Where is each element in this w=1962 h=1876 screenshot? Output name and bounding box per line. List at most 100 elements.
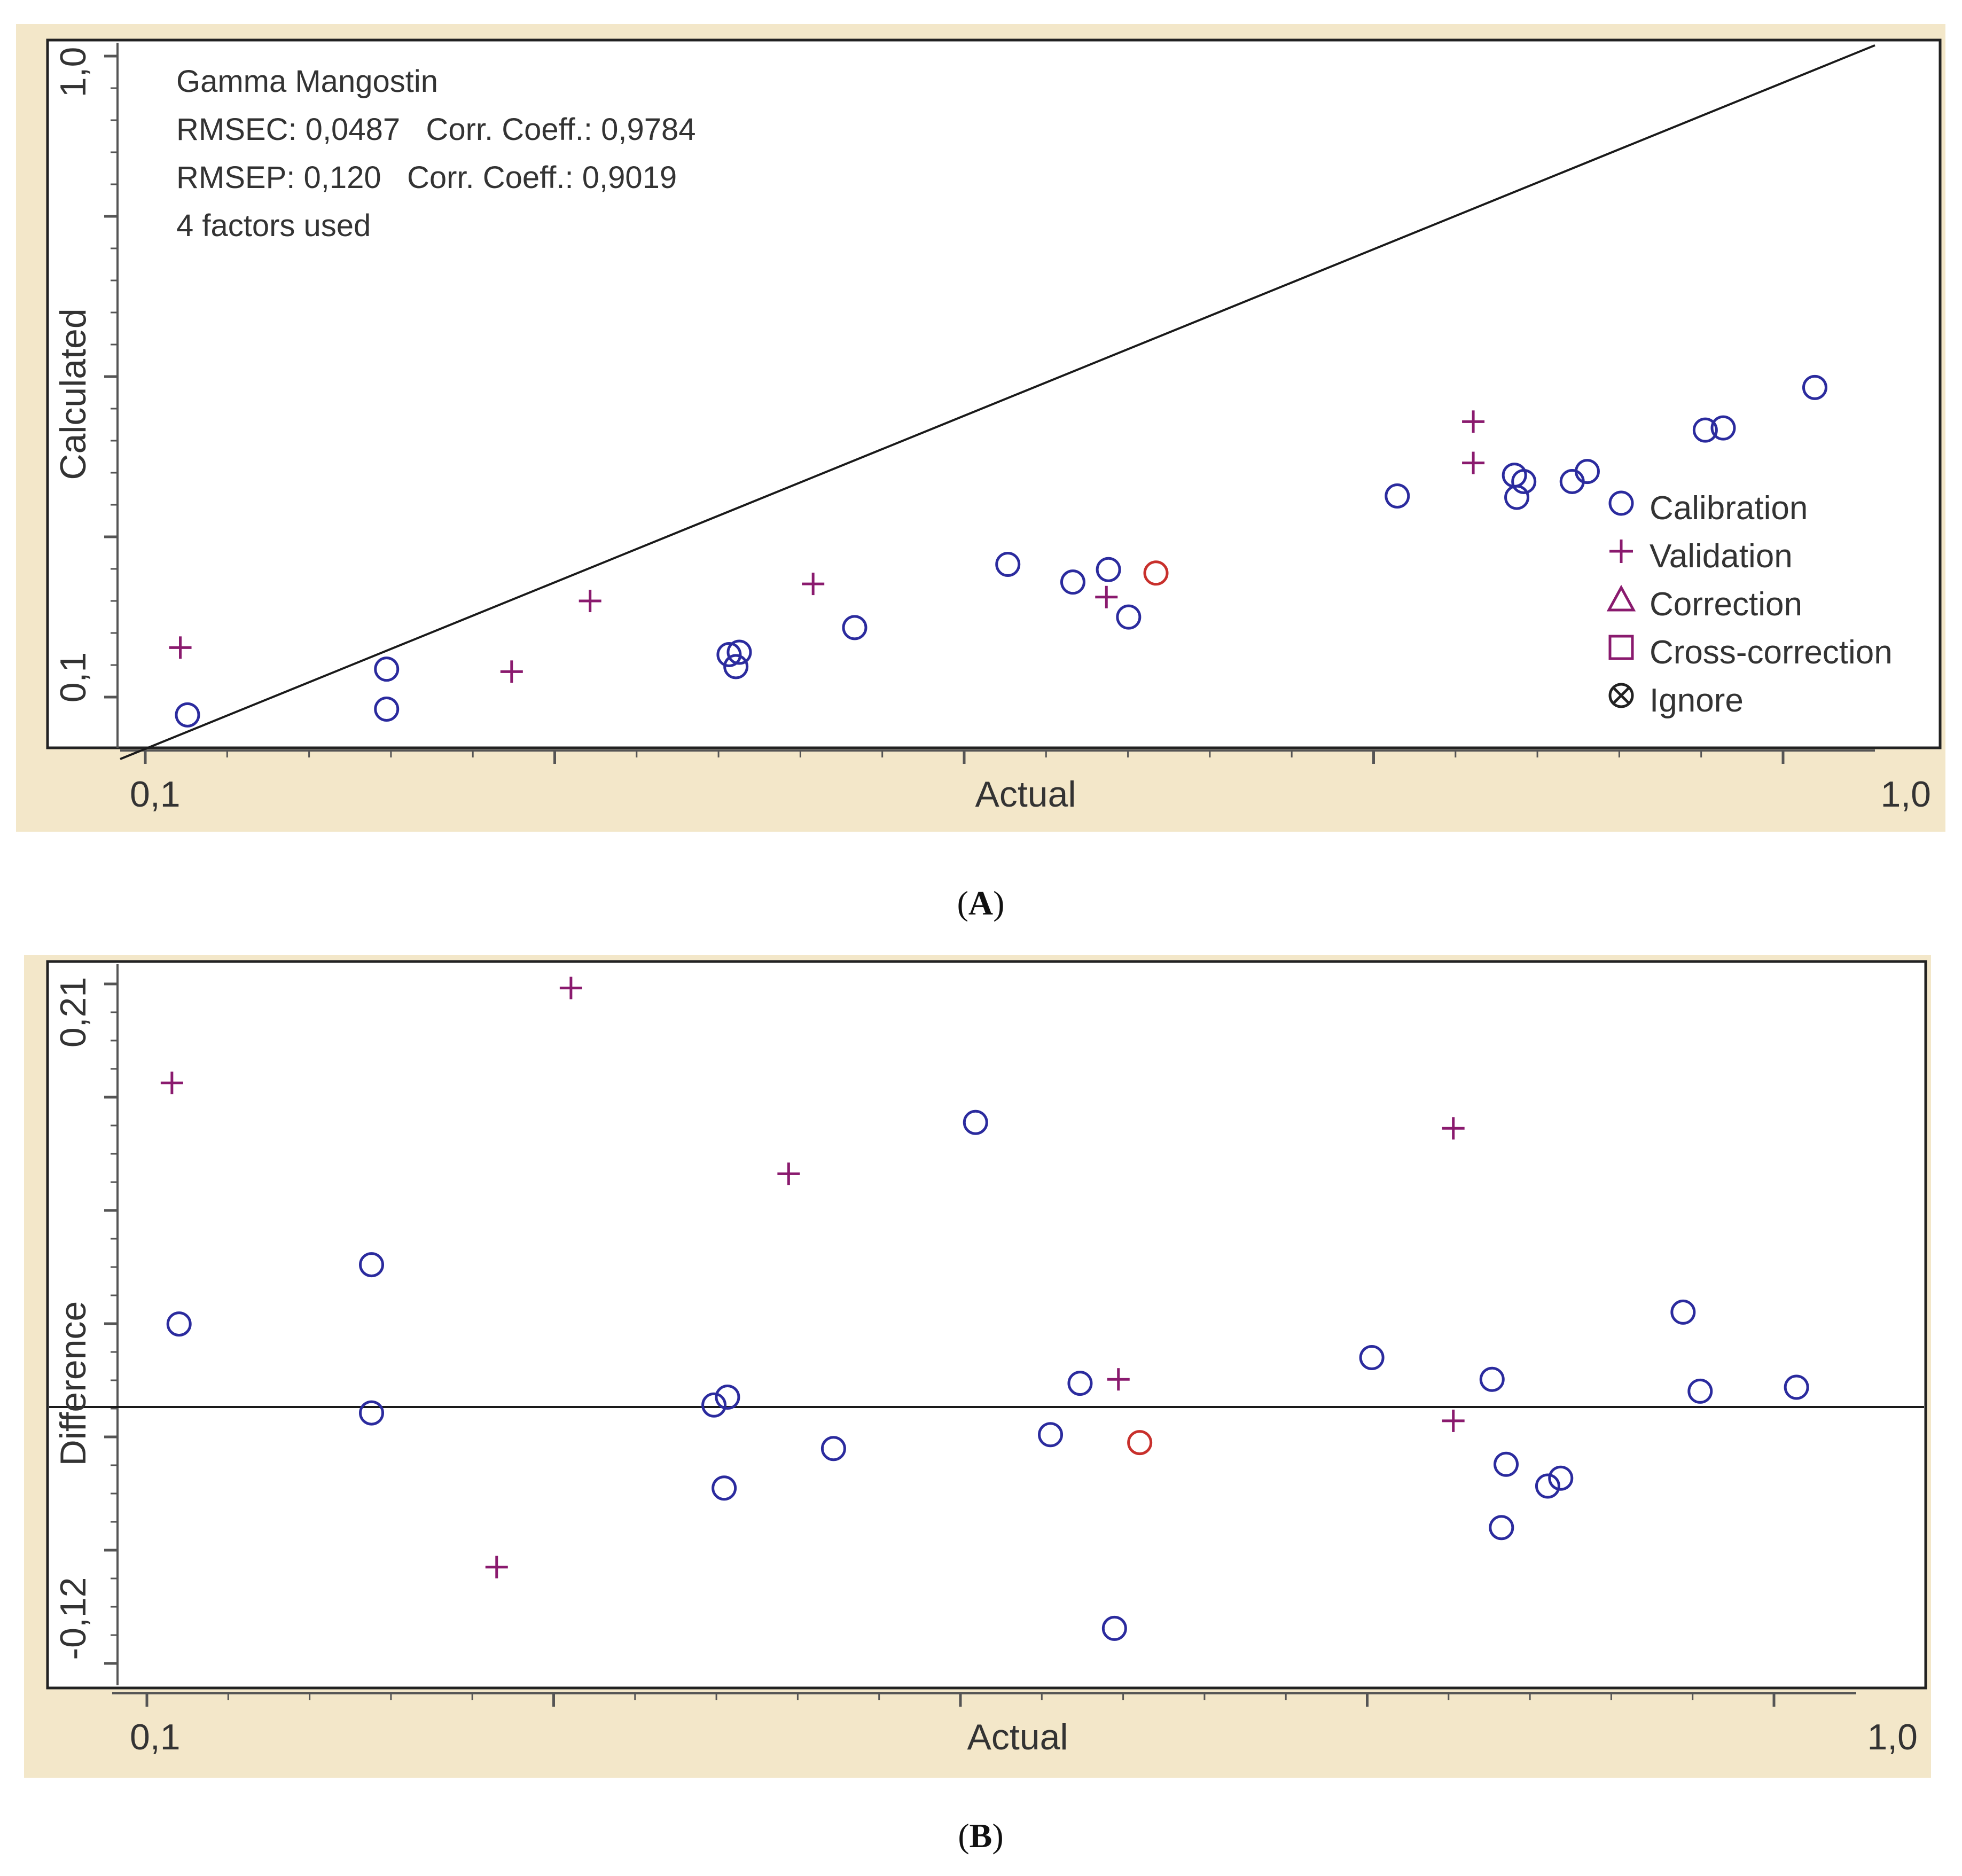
panel-b-point-calibration <box>1489 1515 1514 1541</box>
legend: Calibration Validation Correction Cross-… <box>1606 490 1893 719</box>
panel-b-point-calibration <box>359 1252 385 1278</box>
panel-b-point-calibration <box>1535 1473 1560 1499</box>
calibration-marker-icon <box>1608 490 1634 516</box>
panel-a-point-calibration <box>1116 604 1142 630</box>
square-marker-icon <box>1608 635 1634 660</box>
panel-a-point-calibration <box>1060 569 1085 595</box>
panel-a-point-calibration <box>723 654 749 679</box>
panel-a-x-tick-label-max: 1,0 <box>1880 774 1931 815</box>
panel-b-point-calibration <box>1687 1378 1713 1404</box>
panel-a-point-calibration <box>175 702 200 728</box>
panel-b-point-calibration <box>1479 1366 1505 1392</box>
panel-b-point-calibration <box>1067 1371 1093 1396</box>
panel-a-point-calibration <box>1385 483 1410 509</box>
panel-b-point-calibration <box>1494 1451 1519 1477</box>
panel-a-calibration-chart: Gamma Mangostin RMSEC: 0,0487 Corr. Coef… <box>16 24 1945 832</box>
panel-a-point-validation <box>1462 451 1485 474</box>
crossed-circle-marker-icon <box>1608 683 1634 708</box>
panel-a-point-calibration <box>726 639 752 665</box>
panel-a-plot-area <box>46 38 1942 749</box>
legend-label-validation: Validation <box>1650 538 1793 575</box>
panel-a-data-points <box>169 374 1827 728</box>
panel-a-point-calibration <box>995 551 1021 577</box>
legend-item-ignore: Ignore <box>1608 682 1744 719</box>
panel-b-data-points <box>160 976 1809 1641</box>
panel-b-point-calibration <box>1548 1465 1574 1491</box>
legend-label-ignore: Ignore <box>1650 682 1744 719</box>
panel-b-y-tick-label-min: -0,12 <box>53 1577 93 1660</box>
panel-a-regression-line <box>120 44 1875 760</box>
panel-b-point-calibration <box>1101 1615 1127 1641</box>
panel-b-x-axis-title: Actual <box>967 1717 1068 1757</box>
panel-a-y-axis-title: Calculated <box>53 308 93 480</box>
panel-b-point-highlighted-sample <box>1127 1430 1153 1456</box>
panel-a-y-tick-label-max: 1,0 <box>53 47 93 98</box>
panel-b-point-calibration <box>166 1311 192 1337</box>
panel-a-point-validation <box>1462 410 1485 433</box>
caption-b: (B) <box>958 1817 1003 1855</box>
legend-label-cross-correction: Cross-correction <box>1650 634 1893 671</box>
panel-a-chart-title: Gamma Mangostin <box>176 64 438 99</box>
panel-a-point-validation <box>802 573 825 596</box>
panel-a-point-validation <box>500 660 523 683</box>
panel-a-point-calibration <box>1574 459 1600 484</box>
panel-a-factors-line: 4 factors used <box>176 208 371 243</box>
panel-a-x-axis-title: Actual <box>975 774 1076 815</box>
panel-b-point-calibration <box>1670 1299 1696 1325</box>
panel-b-point-calibration <box>712 1475 737 1501</box>
panel-a-y-ticks <box>104 54 118 699</box>
panel-b-point-calibration <box>963 1109 988 1135</box>
panel-b-x-tick-label-max: 1,0 <box>1867 1717 1918 1757</box>
panel-b-point-validation <box>777 1162 800 1185</box>
panel-b-difference-chart: 0,1 1,0 Actual 0,21 -0,12 Difference <box>24 955 1931 1778</box>
panel-a-point-calibration <box>374 656 400 682</box>
panel-a-rmsep-line: RMSEP: 0,120 Corr. Coeff.: 0,9019 <box>176 160 677 195</box>
panel-a-point-calibration <box>1802 374 1827 400</box>
panel-a-rmsec-line: RMSEC: 0,0487 Corr. Coeff.: 0,9784 <box>176 112 696 147</box>
panel-b-point-validation <box>1107 1368 1130 1391</box>
panel-a-point-calibration <box>716 642 742 667</box>
panel-b-point-validation <box>1442 1117 1465 1140</box>
legend-item-cross-correction: Cross-correction <box>1608 634 1893 671</box>
panel-b-point-calibration <box>1359 1345 1385 1370</box>
panel-b-point-calibration <box>715 1385 740 1410</box>
panel-b-x-tick-label-min: 0,1 <box>130 1717 181 1757</box>
panel-a-point-calibration <box>1692 417 1718 443</box>
panel-a-point-calibration <box>1096 557 1121 582</box>
panel-a-point-calibration <box>1502 463 1527 488</box>
panel-a-point-validation <box>579 590 601 613</box>
panel-a-x-tick-label-min: 0,1 <box>130 774 181 815</box>
panel-b-point-validation <box>1442 1409 1465 1432</box>
panel-b-point-calibration <box>359 1400 385 1426</box>
panel-b-x-ticks <box>145 1693 1776 1707</box>
panel-a-point-calibration <box>842 615 867 640</box>
panel-a-annotation-block: Gamma Mangostin RMSEC: 0,0487 Corr. Coef… <box>176 64 696 243</box>
panel-b-point-validation <box>160 1072 183 1095</box>
panel-b-y-axis-title: Difference <box>53 1301 93 1466</box>
panel-b-y-ticks <box>104 982 118 1665</box>
legend-label-calibration: Calibration <box>1650 490 1808 527</box>
validation-marker-icon <box>1609 540 1633 563</box>
panel-b-y-tick-label-max: 0,21 <box>53 977 93 1048</box>
panel-b-point-calibration <box>820 1436 846 1461</box>
panel-b-point-calibration <box>1784 1374 1809 1400</box>
panel-a-point-calibration <box>1710 415 1736 441</box>
legend-item-correction: Correction <box>1606 584 1802 623</box>
panel-b-point-validation <box>485 1555 508 1578</box>
triangle-marker-icon <box>1606 584 1636 612</box>
legend-label-correction: Correction <box>1650 586 1802 623</box>
panel-a-point-validation <box>1095 585 1118 608</box>
panel-a-y-tick-label-min: 0,1 <box>53 652 93 703</box>
panel-a-point-validation <box>169 636 192 659</box>
panel-a-point-highlighted-sample <box>1143 560 1169 586</box>
caption-a: (A) <box>957 884 1005 922</box>
legend-item-calibration: Calibration <box>1608 490 1808 527</box>
legend-item-validation: Validation <box>1609 538 1793 575</box>
panel-b-point-validation <box>559 976 582 999</box>
panel-a-x-ticks <box>144 751 1785 764</box>
panel-b-point-calibration <box>701 1392 727 1418</box>
panel-b-point-calibration <box>1038 1422 1064 1448</box>
panel-a-point-calibration <box>374 697 400 722</box>
panel-b-plot-area <box>46 960 1927 1690</box>
